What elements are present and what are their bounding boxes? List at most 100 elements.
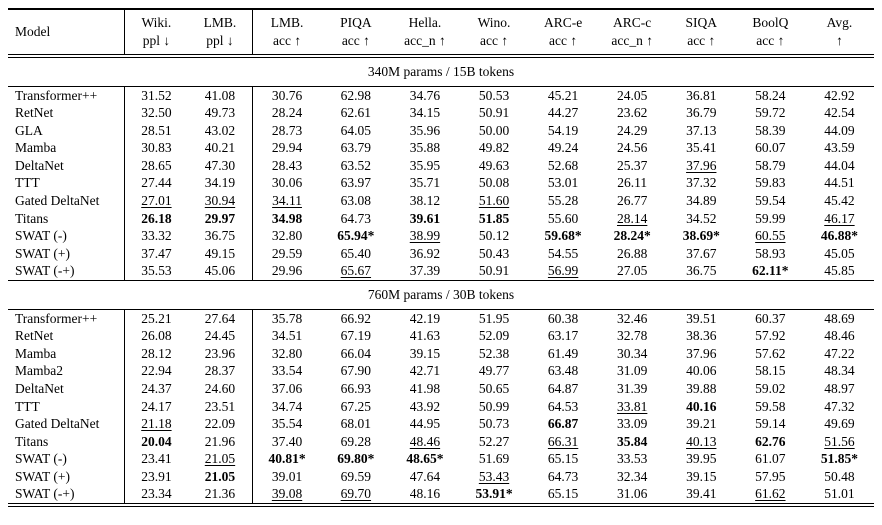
metric-value: 38.12 [409,193,441,209]
value-cell: 39.88 [667,380,736,398]
value-cell: 32.34 [598,468,667,486]
value-cell: 50.91 [459,104,528,122]
table-row: SWAT (-+) 35.53 45.06 29.96 65.67 37.39 50.91 5… [8,262,874,281]
metric-value: 59.58 [755,398,786,414]
model-name-cell: DeltaNet [8,156,125,175]
value-cell: 28.24* [598,227,667,245]
section-title: 340M params / 15B tokens [8,55,874,87]
value-cell: 42.19 [390,309,459,327]
metric-value: 36.75 [204,228,236,244]
value-cell: 31.09 [598,362,667,380]
value-cell: 41.98 [390,380,459,398]
value-cell: 48.46 [805,327,874,345]
value-cell: 38.69* [667,227,736,245]
metric-value: 24.17 [141,398,172,414]
value-cell: 33.81 [598,398,667,416]
value-cell: 21.05 [188,467,253,486]
metric-value: 69.59 [340,468,372,484]
value-cell: 38.36 [667,327,736,345]
value-cell: 62.76 [736,433,805,451]
metric-value: 28.24* [613,228,651,244]
value-cell: 37.39 [390,262,459,280]
value-cell: 26.11 [598,174,667,192]
value-cell: 35.88 [390,139,459,157]
value-cell: 54.19 [529,122,598,140]
value-cell: 28.73 [252,122,321,140]
metric-value: 44.51 [824,175,855,191]
value-cell: 58.93 [736,245,805,263]
metric-value: 42.92 [824,87,855,103]
metric-value: 61.49 [547,345,579,361]
value-cell: 42.71 [390,362,459,380]
column-header: Avg. ↑ [826,15,853,48]
metric-value: 37.96 [686,157,717,173]
value-cell: 53.01 [529,174,598,192]
value-cell: 51.85* [805,450,874,468]
metric-value: 49.73 [204,105,236,121]
metric-value: 58.93 [755,245,786,261]
value-cell: 44.04 [805,157,874,175]
value-cell: 45.06 [188,262,253,281]
value-cell: 59.54 [736,192,805,210]
header-row: Model Wiki. ppl ↓ LMB. ppl ↓ LMB. acc ↑ PIQA acc… [8,9,874,56]
model-name-cell: RetNet [8,104,125,122]
metric-value: 50.08 [478,175,510,191]
table-header: Model Wiki. ppl ↓ LMB. ppl ↓ LMB. acc ↑ PIQA acc… [8,9,874,56]
model-name-cell: DeltaNet [8,379,125,398]
metric-value: 65.40 [340,245,372,261]
metric-value: 64.73 [547,468,579,484]
value-cell: 44.95 [390,415,459,433]
value-cell: 48.65* [390,450,459,468]
value-cell: 23.41 [124,450,188,468]
metric-value: 66.04 [340,345,372,361]
model-name-cell: GLA [8,121,125,140]
metric-value: 40.06 [686,363,717,379]
metric-value: 28.65 [141,157,172,173]
value-cell: 46.17 [805,210,874,228]
metric-value: 34.11 [272,193,302,209]
metric-value: 44.09 [824,122,855,138]
column-header: Wiki. ppl ↓ [141,15,172,48]
model-name-cell: TTT [8,174,125,193]
table-section: 760M params / 30B tokens Transformer++ 25.… [8,280,874,506]
value-cell: 63.08 [321,192,390,210]
value-cell: 48.46 [390,433,459,451]
metric-value: 39.15 [409,345,441,361]
value-cell: 23.96 [188,344,253,363]
metric-value: 69.70 [340,486,372,502]
metric-value: 30.94 [204,193,236,209]
metric-value: 64.05 [340,122,372,138]
metric-value: 31.09 [616,363,648,379]
metric-value: 27.01 [141,193,172,209]
metric-value: 29.96 [271,263,303,279]
value-cell: 62.11* [736,262,805,280]
metric-value: 62.11* [752,263,789,279]
value-cell: 43.02 [188,121,253,140]
value-cell: 30.06 [252,174,321,192]
metric-value: 50.73 [478,416,510,432]
value-cell: 32.46 [598,309,667,327]
metric-value: 39.61 [409,210,441,226]
metric-value: 21.96 [204,433,236,449]
metric-value: 48.16 [409,486,441,502]
value-cell: 22.09 [188,415,253,433]
value-cell: 46.88* [805,227,874,245]
value-cell: 34.89 [667,192,736,210]
metric-value: 55.28 [547,193,579,209]
metric-value: 44.95 [409,416,441,432]
value-cell: 41.08 [188,86,253,105]
metric-value: 49.15 [204,245,236,261]
value-cell: 47.64 [390,468,459,486]
column-header: PIQA acc ↑ [340,15,372,48]
metric-value: 37.67 [686,245,717,261]
model-name-cell: Transformer++ [8,309,125,328]
value-cell: 58.79 [736,157,805,175]
value-cell: 34.74 [252,398,321,416]
value-cell: 44.27 [529,104,598,122]
value-cell: 20.04 [124,433,188,451]
metric-value: 50.00 [478,122,510,138]
value-cell: 37.13 [667,122,736,140]
metric-value: 39.51 [686,310,717,326]
value-cell: 55.60 [529,210,598,228]
value-cell: 23.62 [598,104,667,122]
